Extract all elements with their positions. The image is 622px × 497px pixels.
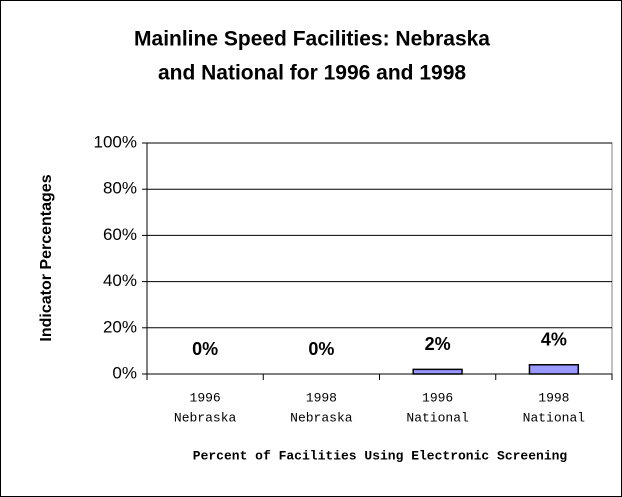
x-tick-label: National [406, 410, 469, 425]
y-tick-label: 40% [103, 271, 137, 290]
chart-title: and National for 1996 and 1998 [158, 62, 466, 85]
y-tick-label: 20% [103, 317, 137, 336]
y-tick-label: 100% [94, 132, 137, 151]
value-label: 4% [541, 330, 567, 350]
x-tick-label: 1996 [190, 390, 221, 405]
x-axis-label: Percent of Facilities Using Electronic S… [193, 448, 568, 463]
bar [412, 368, 463, 375]
y-tick-label: 80% [103, 179, 137, 198]
bar [528, 364, 580, 375]
y-tick-label: 60% [103, 225, 137, 244]
x-tick-label: Nebraska [174, 410, 237, 425]
x-tick-label: Nebraska [290, 410, 353, 425]
x-tick-label: 1998 [306, 390, 337, 405]
x-tick-label: 1998 [538, 390, 569, 405]
y-tick-label: 0% [112, 363, 137, 382]
chart-title: Mainline Speed Facilities: Nebraska [134, 28, 490, 51]
x-tick-label: National [523, 410, 586, 425]
value-label: 0% [308, 339, 334, 359]
x-tick-label: 1996 [422, 390, 453, 405]
value-label: 0% [192, 339, 218, 359]
plot-area [146, 142, 613, 375]
value-label: 2% [425, 334, 451, 354]
y-axis-label: Indicator Percentages [38, 174, 55, 341]
